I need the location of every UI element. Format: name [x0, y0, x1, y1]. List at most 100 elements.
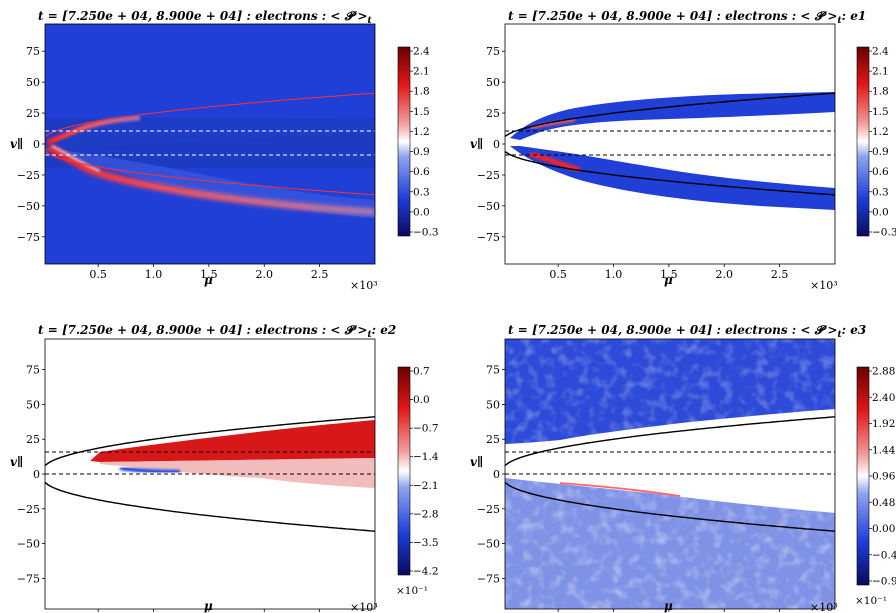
x-tick-label: 2.5: [311, 268, 329, 281]
colorbar-tick-label: 2.40: [872, 392, 895, 404]
trapped-passing-boundary-upper: [44, 92, 376, 137]
colorbar-tick-label: 2.1: [413, 66, 430, 78]
trapped-passing-boundary-lower: [44, 481, 376, 532]
y-tick-label: −75: [17, 572, 40, 585]
colorbar-tick-label: 0.7: [413, 366, 430, 378]
colorbar-tick-label: 0.3: [872, 186, 889, 198]
x-tick-label: 2.0: [256, 268, 274, 281]
lower-ridge-core: [51, 145, 101, 172]
y-tick-label: −50: [17, 538, 40, 551]
upper-noise: [505, 339, 835, 444]
lower-signal-band: [510, 146, 835, 210]
x-tick-label: 1.5: [200, 268, 218, 281]
x-tick-label: 1.5: [660, 268, 678, 281]
colorbar-tick-label: 0.3: [413, 186, 430, 198]
x-tick-label: 2.0: [716, 268, 734, 281]
lower-pale-region: [100, 458, 375, 488]
colorbar-tick-label: 1.92: [872, 418, 895, 430]
colorbar-tick-label: −2.8: [413, 508, 439, 520]
colorbar-tick-label: 0.0: [413, 206, 430, 218]
colorbar-tick-label: 2.4: [872, 46, 889, 58]
heatmap-area: [44, 338, 376, 610]
colorbar-tick-label: 0.6: [872, 166, 889, 178]
trapped-passing-boundary-lower: [504, 151, 836, 196]
colorbar-tick-label: −0.3: [872, 227, 896, 239]
x-tick-label: 1.0: [145, 268, 163, 281]
y-tick-label: −75: [477, 572, 500, 585]
blue-tip: [119, 466, 181, 474]
colorbar-tick-label: −0.96: [872, 576, 896, 588]
y-tick-label: 25: [486, 107, 500, 120]
colorbar-gradient: [397, 366, 411, 576]
upper-red-region: [90, 420, 375, 462]
colorbar-tick-label: 1.5: [413, 106, 430, 118]
panel-title: t = [7.250e + 04, 8.900e + 04] : electro…: [508, 9, 866, 26]
colorbar-tick-label: 2.4: [413, 46, 430, 58]
panel-title: t = [7.250e + 04, 8.900e + 04] : electro…: [38, 9, 372, 26]
colorbar: 2.88 2.40 1.92 1.44 0.96 0.48 0.00 −0.48 −0.96 ×1…: [855, 366, 896, 608]
y-tick-label: 50: [26, 76, 40, 89]
colorbar-tick-label: 0.9: [872, 146, 889, 158]
y-tick-label: −75: [477, 231, 500, 244]
panel-e1: t = [7.250e + 04, 8.900e + 04] : electro…: [470, 9, 896, 292]
y-tick-label: −75: [17, 231, 40, 244]
colorbar-multiplier: ×10⁻¹: [396, 585, 428, 597]
lower-red-edge: [559, 482, 681, 497]
colorbar-tick-label: 0.0: [872, 206, 889, 218]
y-tick-label: −50: [477, 200, 500, 213]
colorbar-tick-label: 0.0: [413, 394, 430, 406]
y-tick-label: −25: [477, 503, 500, 516]
colorbar-tick-label: −0.48: [872, 549, 896, 561]
y-tick-label: 75: [26, 45, 40, 58]
colorbar-tick-label: 1.8: [872, 86, 889, 98]
colorbar-gradient: [856, 46, 870, 237]
trapped-passing-boundary-upper: [504, 92, 836, 137]
colorbar-tick-label: 0.00: [872, 523, 895, 535]
upper-hot-ridge: [529, 118, 576, 130]
heatmap-background: [505, 24, 835, 264]
colorbar-tick-label: −1.4: [413, 451, 439, 463]
y-tick-label: 50: [486, 76, 500, 89]
heatmap-area: [504, 338, 836, 610]
colorbar-tick-label: 1.2: [872, 126, 889, 138]
colorbar-tick-label: −0.3: [413, 227, 439, 239]
trapped-passing-boundary-lower: [44, 151, 376, 196]
y-axis-label: v∥: [470, 137, 483, 151]
colorbar-gradient: [397, 46, 411, 237]
x-tick-label: 0.5: [549, 268, 567, 281]
x-axis-label: μ: [204, 599, 213, 613]
y-tick-label: 75: [26, 364, 40, 377]
y-tick-label: −50: [17, 200, 40, 213]
y-tick-label: 0: [493, 138, 500, 151]
colorbar-tick-label: −0.7: [413, 423, 439, 435]
y-tick-label: 25: [486, 433, 500, 446]
y-tick-label: 75: [486, 364, 500, 377]
y-tick-label: 0: [33, 138, 40, 151]
panel-e2: t = [7.250e + 04, 8.900e + 04] : electro…: [10, 323, 439, 613]
y-tick-label: 25: [26, 433, 40, 446]
colorbar-tick-label: 2.1: [872, 66, 889, 78]
colorbar-tick-label: 1.5: [872, 106, 889, 118]
panel-title: t = [7.250e + 04, 8.900e + 04] : electro…: [508, 323, 866, 340]
x-axis-label: μ: [204, 273, 213, 287]
x-axis-multiplier: ×10³: [810, 279, 838, 292]
x-axis-multiplier: ×10³: [350, 601, 378, 613]
y-tick-label: 25: [26, 107, 40, 120]
y-axis-label: v∥: [10, 455, 23, 469]
trapped-passing-boundary-upper: [504, 416, 836, 467]
colorbar-gradient: [856, 366, 870, 586]
panel-average: t = [7.250e + 04, 8.900e + 04] : electro…: [10, 9, 439, 292]
y-tick-label: −50: [477, 538, 500, 551]
upper-hot-ridge: [47, 115, 141, 145]
colorbar-tick-label: −2.1: [413, 480, 439, 492]
upper-signal-band: [510, 92, 835, 140]
colorbar-multiplier: ×10⁻¹: [855, 595, 887, 607]
x-axis-multiplier: ×10³: [810, 601, 838, 613]
y-axis-label: v∥: [10, 137, 23, 151]
trapped-passing-boundary-lower: [504, 481, 836, 532]
y-tick-label: −25: [17, 503, 40, 516]
colorbar-tick-label: 2.88: [872, 366, 895, 378]
colorbar: 0.7 0.0 −0.7 −1.4 −2.1 −2.8 −3.5 −4.2 ×10⁻¹: [396, 366, 439, 598]
colorbar-tick-label: 1.8: [413, 86, 430, 98]
